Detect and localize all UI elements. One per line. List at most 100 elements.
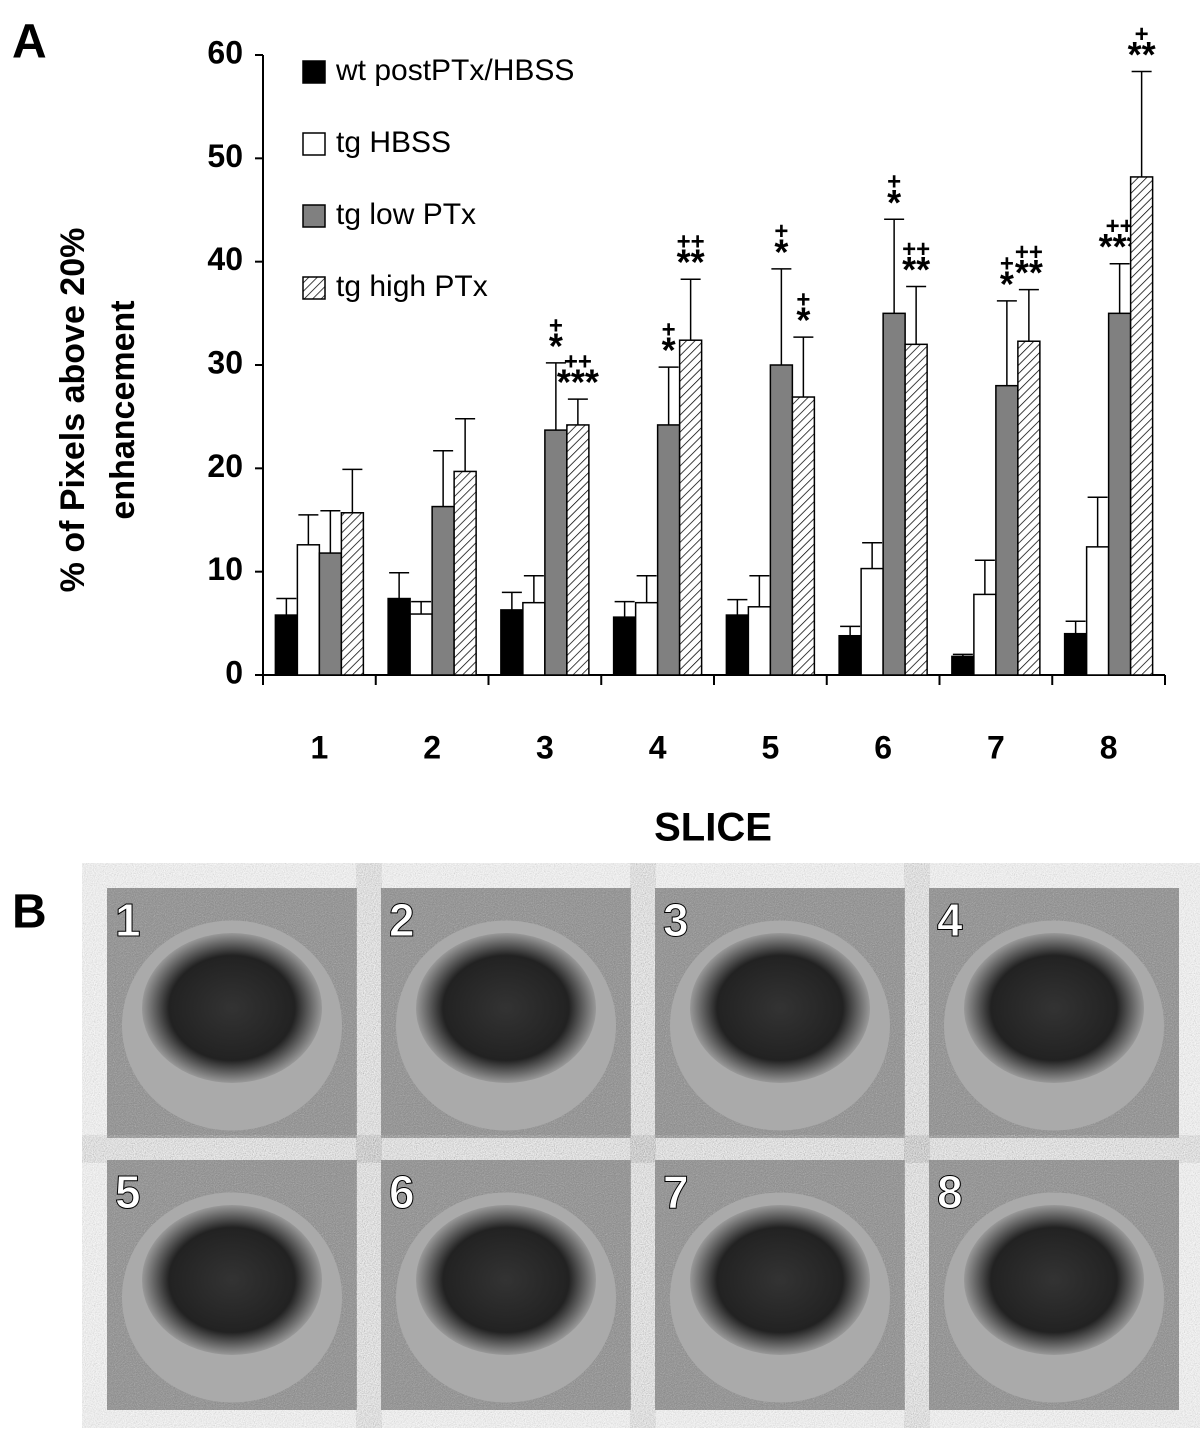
x-tick-label: 6 (874, 729, 892, 765)
x-tick-label: 1 (310, 729, 328, 765)
bar (791, 396, 816, 676)
bar (838, 634, 862, 676)
bar (387, 597, 411, 676)
image-label: 2 (389, 894, 415, 946)
significance-label: + (796, 286, 810, 313)
significance-label: ** (1128, 34, 1156, 75)
y-tick-label: 50 (207, 138, 243, 174)
significance-label: + (549, 312, 563, 339)
significance-label: *** (557, 362, 599, 403)
x-tick-label: 3 (536, 729, 554, 765)
significance-label: + (662, 316, 676, 343)
y-tick-label: 20 (207, 448, 243, 484)
legend-swatch (302, 60, 326, 84)
bar (747, 606, 772, 676)
legend-swatch (302, 276, 326, 300)
mri-image: 7 (655, 1160, 905, 1410)
bar (612, 616, 637, 676)
bar (1107, 312, 1132, 676)
x-tick-label: 5 (761, 729, 779, 765)
image-label: 6 (389, 1166, 415, 1218)
bar (409, 613, 433, 676)
y-tick-label: 30 (207, 344, 243, 380)
image-label: 1 (115, 894, 141, 946)
significance-label: * (887, 182, 901, 223)
legend-label: wt postPTx/HBSS (335, 54, 574, 87)
significance-label: * (662, 330, 676, 371)
bar (500, 609, 524, 676)
y-axis-title: enhancement (104, 300, 142, 519)
legend-label: tg high PTx (336, 270, 488, 303)
bar (453, 470, 477, 676)
x-tick-label: 8 (1100, 729, 1118, 765)
significance-label: + (1000, 250, 1014, 277)
brain-tissue (416, 933, 596, 1083)
significance-label: ** (677, 242, 705, 283)
bar (904, 343, 928, 676)
bar (296, 544, 321, 676)
brain-tissue (142, 1205, 322, 1355)
bar (973, 593, 997, 676)
bar (318, 552, 343, 676)
mri-image: 6 (381, 1160, 631, 1410)
image-label: 8 (937, 1166, 963, 1218)
significance-label: + (1135, 21, 1149, 48)
bar (1129, 176, 1154, 676)
legend-swatch (302, 204, 326, 228)
bar (340, 512, 365, 676)
bar (860, 567, 884, 676)
significance-label: ++ (1106, 213, 1134, 240)
significance-label: ++ (677, 229, 705, 256)
bar (1063, 632, 1088, 676)
brain-tissue (964, 1205, 1144, 1355)
image-label: 3 (663, 894, 689, 946)
bar (431, 505, 455, 676)
legend-swatch (302, 132, 326, 156)
x-tick-label: 2 (423, 729, 441, 765)
bar (274, 614, 299, 676)
panel-label: A (12, 16, 47, 69)
significance-label: ** (902, 249, 930, 290)
brain-tissue (416, 1205, 596, 1355)
legend-label: tg low PTx (336, 198, 476, 231)
y-tick-label: 40 (207, 241, 243, 277)
y-tick-label: 60 (207, 34, 243, 70)
panel-label: B (12, 886, 47, 939)
mri-image: 1 (107, 888, 357, 1138)
mri-image: 3 (655, 888, 905, 1138)
mri-image: 5 (107, 1160, 357, 1410)
brain-tissue (690, 933, 870, 1083)
brain-tissue (964, 933, 1144, 1083)
bar (566, 424, 590, 676)
significance-label: * (1000, 263, 1014, 304)
mri-image: 4 (929, 888, 1179, 1138)
bar (522, 601, 546, 676)
x-tick-label: 4 (649, 729, 667, 765)
bar (1017, 340, 1041, 676)
significance-label: + (887, 169, 901, 196)
bar (634, 601, 659, 676)
bar (678, 339, 703, 676)
bar (951, 655, 975, 676)
image-label: 5 (115, 1166, 141, 1218)
bar (656, 424, 681, 676)
mri-image: 2 (381, 888, 631, 1138)
bar (995, 384, 1019, 676)
x-tick-label: 7 (987, 729, 1005, 765)
legend-label: tg HBSS (336, 126, 451, 159)
significance-label: ** (1015, 252, 1043, 293)
bar (544, 429, 568, 676)
significance-label: * (796, 300, 810, 341)
brain-tissue (690, 1205, 870, 1355)
x-axis-title: SLICE (654, 806, 772, 850)
bar (1085, 546, 1110, 676)
significance-label: ++ (1015, 239, 1043, 266)
brain-tissue (142, 933, 322, 1083)
bar (769, 364, 794, 676)
significance-label: ++ (902, 236, 930, 263)
bar (725, 614, 750, 676)
image-label: 7 (663, 1166, 689, 1218)
y-tick-label: 10 (207, 551, 243, 587)
significance-label: ++ (564, 348, 592, 375)
